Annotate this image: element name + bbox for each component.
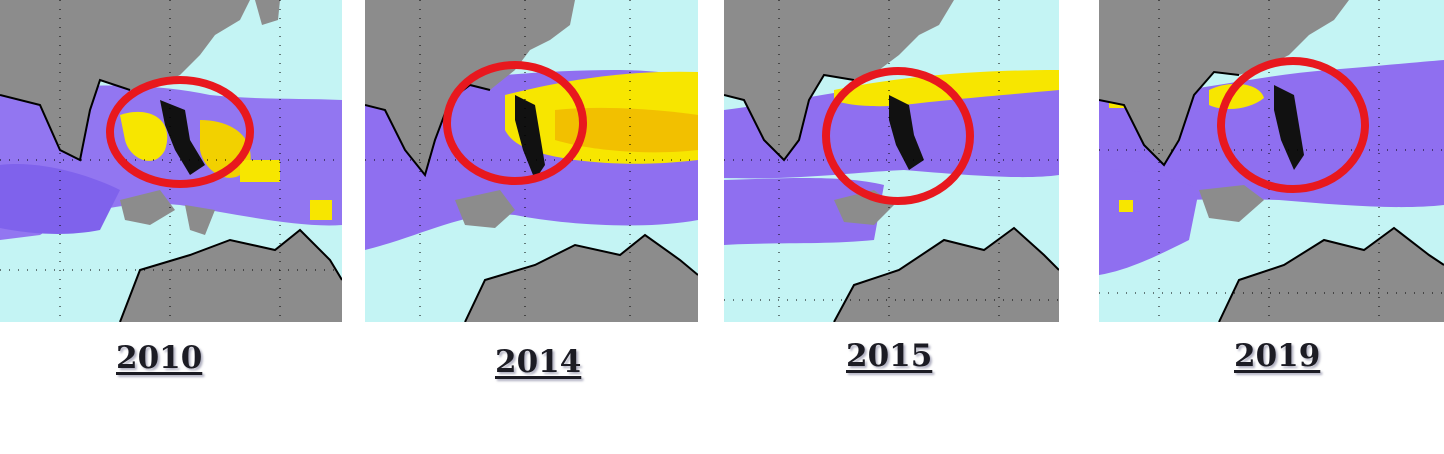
year-label-2010: 2010	[116, 340, 203, 376]
map-2015	[724, 0, 1059, 322]
red-circle-highlight-icon	[822, 67, 974, 205]
year-label-2019: 2019	[1234, 338, 1321, 374]
red-circle-highlight-icon	[443, 61, 587, 185]
year-label-2015: 2015	[846, 338, 933, 374]
map-2014	[365, 0, 698, 322]
map-panel-2015	[724, 0, 1059, 322]
map-panel-2019	[1099, 0, 1444, 322]
red-circle-highlight-icon	[106, 76, 254, 188]
map-panel-2014	[365, 0, 698, 322]
map-panel-2010	[0, 0, 342, 322]
map-2019	[1099, 0, 1444, 322]
year-label-2014: 2014	[495, 344, 582, 380]
map-2010	[0, 0, 342, 322]
red-circle-highlight-icon	[1217, 57, 1369, 193]
